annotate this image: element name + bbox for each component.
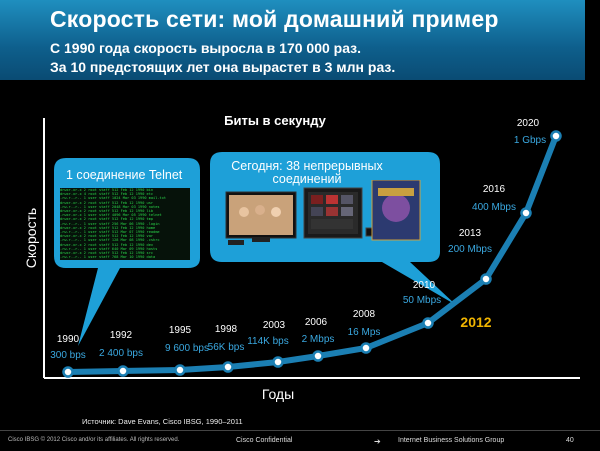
slide-header: Скорость сети: мой домашний пример С 199… <box>0 0 585 80</box>
data-point <box>550 130 562 142</box>
terminal-line: drwxr-xr-x 2 root staff 512 Feb 12 1990 … <box>60 242 154 247</box>
slide-footer: Cisco IBSG © 2012 Cisco and/or its affil… <box>0 430 600 451</box>
tablet-tile-2 <box>326 195 338 204</box>
year-label: 1992 <box>110 330 133 341</box>
terminal-line: drwxr-xr-x 4 root staff 512 Feb 12 1990 … <box>60 192 154 197</box>
footer-group: Internet Business Solutions Group <box>398 437 505 444</box>
speed-label: 114K bps <box>247 336 289 347</box>
data-point <box>360 342 372 354</box>
tablet-tile-1 <box>311 195 323 204</box>
year-label: 2006 <box>305 317 328 328</box>
y-axis-label: Скорость <box>23 208 39 268</box>
game-box-art <box>382 194 410 222</box>
tv-person-3 <box>271 207 281 217</box>
terminal-line: drwxr-xr-x 2 root staff 512 Feb 12 1990 … <box>60 200 154 205</box>
terminal-line: drwxr-xr-x 2 root staff 512 Feb 12 1990 … <box>60 225 156 230</box>
today-callout-title: Сегодня: 38 непрерывных соединений <box>231 159 383 186</box>
data-point <box>272 356 284 368</box>
terminal-line: -rw-r--r-- 1 user staff 640 Mar 09 1990 … <box>60 246 158 251</box>
data-point <box>422 317 434 329</box>
data-point <box>520 207 532 219</box>
telnet-callout-title: 1 соединение Telnet <box>66 168 183 182</box>
year-label: 2008 <box>353 309 376 320</box>
terminal-line: -rw-r--r-- 1 user staff 512 Mar 07 1990 … <box>60 230 160 235</box>
speed-label: 1 Gbps <box>514 135 546 146</box>
media-devices-illustration <box>225 180 421 245</box>
year-label: 2020 <box>517 118 540 129</box>
terminal-line: -rw-r--r-- 1 user staff 1024 Mar 03 1990… <box>60 196 167 201</box>
terminal-line: -rw-r--r-- 1 user staff 128 Mar 08 1990 … <box>60 238 160 243</box>
tablet-tile-3 <box>341 195 353 204</box>
speed-label: 200 Mbps <box>448 244 492 255</box>
slide-subtitle-1: С 1990 года скорость выросла в 170 000 р… <box>50 40 362 56</box>
tablet-tile-7 <box>311 219 353 229</box>
speed-label: 56K bps <box>208 342 245 353</box>
speed-label: 16 Mps <box>348 327 381 338</box>
speed-label: 50 Mbps <box>403 295 441 306</box>
tv-person-1 <box>239 207 249 217</box>
terminal-line: -rwxr-xr-x 1 user staff 4096 Mar 05 1990… <box>60 213 162 218</box>
terminal-line: drwxr-xr-x 2 root staff 512 Feb 12 1990 … <box>60 251 154 256</box>
year-label: 2010 <box>413 280 436 291</box>
data-point <box>480 273 492 285</box>
year-label: 2003 <box>263 320 286 331</box>
year-label: 1995 <box>169 325 192 336</box>
data-point <box>174 364 186 376</box>
data-point <box>312 350 324 362</box>
telnet-terminal-screenshot: drwxr-xr-x 2 root staff 512 Feb 12 1990 … <box>60 188 190 260</box>
chart-title: Биты в секунду <box>224 113 326 128</box>
slide-subtitle-2: За 10 предстоящих лет она вырастет в 3 м… <box>50 59 396 75</box>
slide-title: Скорость сети: мой домашний пример <box>50 6 499 32</box>
tablet-tile-6 <box>341 207 353 216</box>
terminal-line: drwxr-xr-x 2 root staff 512 Feb 12 1990 … <box>60 209 154 214</box>
data-point <box>117 365 129 377</box>
terminal-line: drwxr-xr-x 2 root staff 512 Feb 12 1990 … <box>60 188 154 192</box>
speed-label: 2 Mbps <box>302 334 335 345</box>
speed-label: 2 400 bps <box>99 348 143 359</box>
tablet-tile-5 <box>326 207 338 216</box>
data-point <box>62 366 74 378</box>
year-label: 1998 <box>215 324 238 335</box>
speed-label: 9 600 bps <box>165 343 209 354</box>
tv-person-2 <box>255 205 265 215</box>
terminal-line: drwxr-xr-x 2 root staff 512 Feb 12 1990 … <box>60 234 154 239</box>
terminal-line: -rw-r--r-- 1 user staff 256 Mar 06 1990 … <box>60 221 160 226</box>
terminal-line: -rw-r--r-- 1 user staff 768 Mar 10 1990 … <box>60 255 156 260</box>
footer-page-number: 40 <box>566 437 574 444</box>
arrow-icon: ➔ <box>374 437 381 446</box>
speed-label: 300 bps <box>50 350 86 361</box>
terminal-line: -rw-r--r-- 1 user staff 2048 Mar 03 1990… <box>60 204 160 209</box>
footer-confidential: Cisco Confidential <box>236 437 293 444</box>
footer-copyright: Cisco IBSG © 2012 Cisco and/or its affil… <box>8 437 180 443</box>
terminal-line: drwxr-xr-x 2 root staff 512 Feb 12 1990 … <box>60 217 154 222</box>
source-note: Источник: Dave Evans, Cisco IBSG, 1990–2… <box>82 417 243 426</box>
tablet-tile-4 <box>311 207 323 216</box>
x-axis-label: Годы <box>262 386 294 402</box>
game-box-logo <box>378 188 414 196</box>
speed-label: 400 Mbps <box>472 202 516 213</box>
highlight-year-label: 2012 <box>460 314 491 330</box>
set-top-box <box>228 240 244 245</box>
data-point <box>222 361 234 373</box>
tv-screen <box>229 195 293 235</box>
year-label: 2016 <box>483 184 506 195</box>
tv-stand <box>252 238 270 242</box>
year-label: 1990 <box>57 334 80 345</box>
year-label: 2013 <box>459 228 482 239</box>
